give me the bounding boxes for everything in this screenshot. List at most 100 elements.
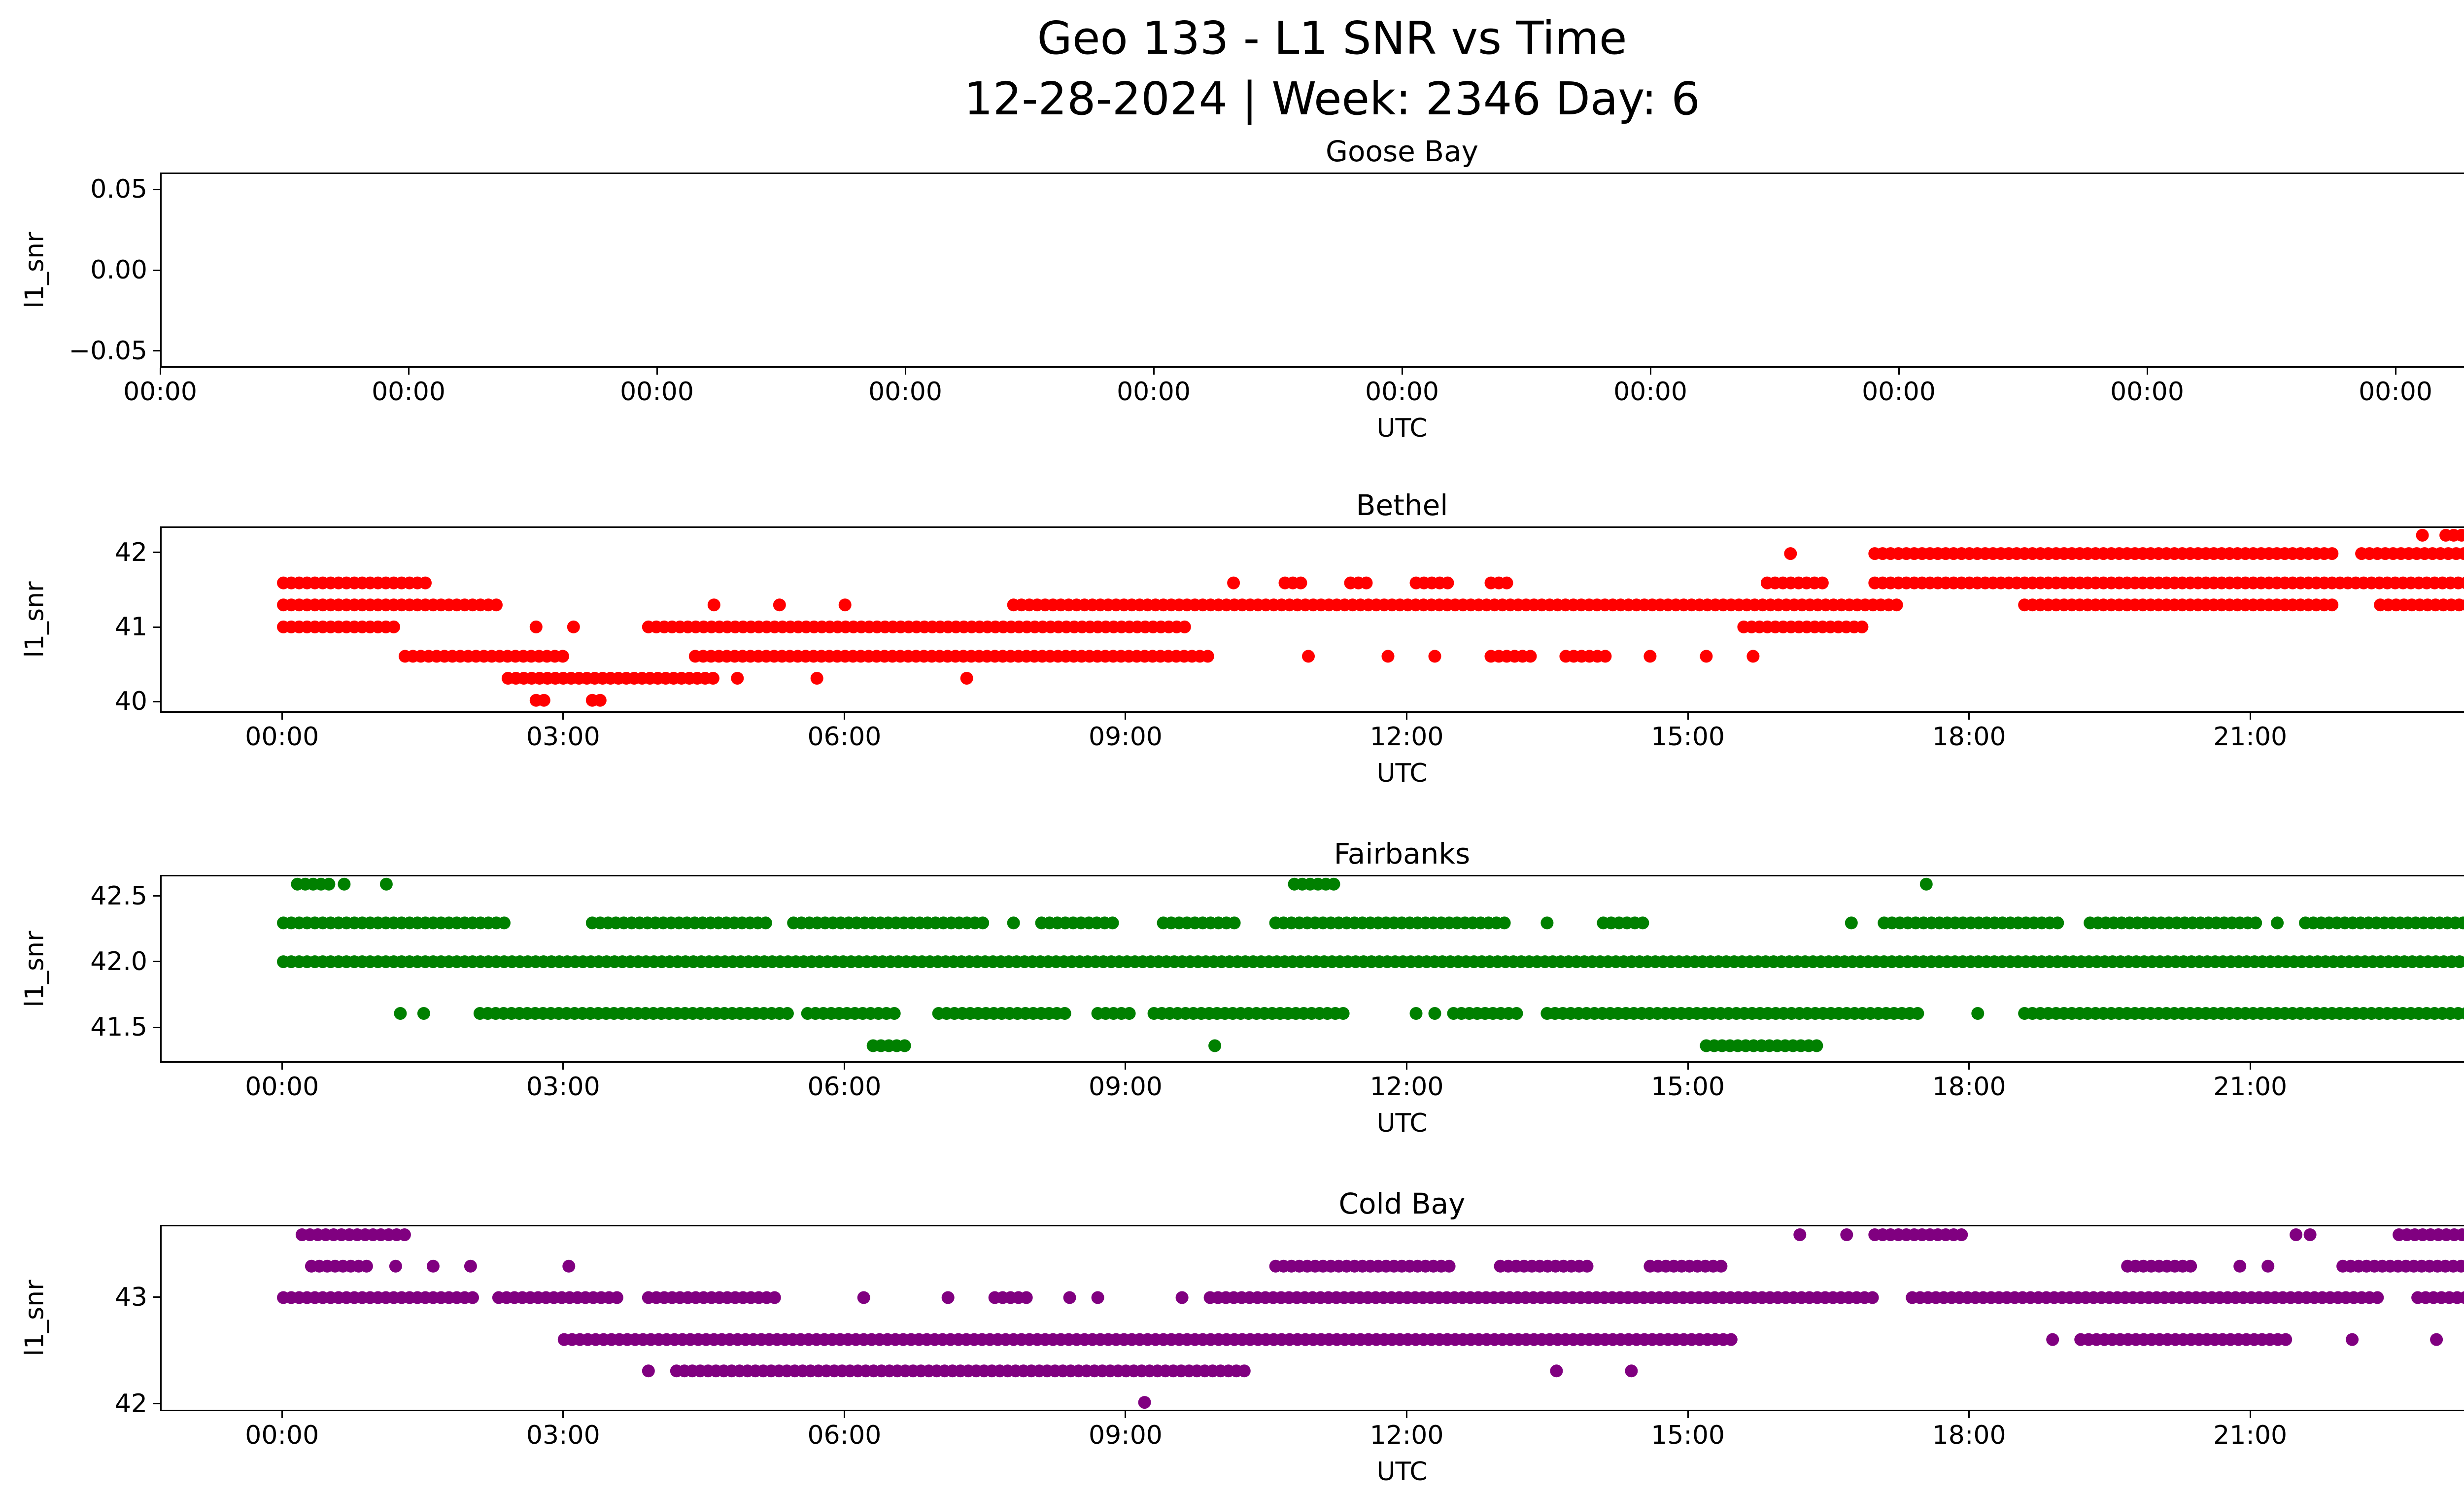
x-tick-mark: [1406, 713, 1407, 720]
subplot-title-goose-bay: Goose Bay: [1326, 135, 1478, 168]
scatter-dot: [857, 1291, 870, 1304]
subplot-title-bethel: Bethel: [1356, 488, 1448, 522]
x-axis-label: UTC: [1376, 759, 1428, 788]
x-tick-mark: [1687, 1411, 1689, 1418]
scatter-dot: [1063, 1291, 1076, 1304]
scatter-canvas: [277, 1228, 2464, 1409]
x-tick-label: 00:00: [372, 377, 445, 407]
x-tick-mark: [1968, 1063, 1970, 1070]
scatter-canvas: [277, 528, 2464, 707]
x-tick-mark: [281, 713, 283, 720]
x-tick-label: 00:00: [1613, 377, 1687, 407]
y-tick-mark: [153, 895, 160, 897]
x-tick-label: 00:00: [868, 377, 942, 407]
y-tick-mark: [153, 552, 160, 554]
x-tick-mark: [1649, 368, 1651, 375]
subplot-title-cold-bay: Cold Bay: [1338, 1187, 1466, 1220]
scatter-canvas: [162, 174, 2464, 366]
figure-subtitle: 12-28-2024 | Week: 2346 Day: 6: [964, 72, 1700, 125]
x-axis-label: UTC: [1376, 1457, 1428, 1487]
x-tick-mark: [843, 1063, 845, 1070]
y-tick-label: 42.5: [90, 881, 147, 911]
x-tick-label: 00:00: [245, 1421, 319, 1450]
x-tick-label: 00:00: [245, 722, 319, 752]
scatter-dot: [1840, 1228, 1853, 1241]
scatter-dot: [642, 1364, 655, 1378]
y-tick-mark: [153, 350, 160, 352]
scatter-dot: [2346, 1333, 2359, 1346]
y-axis-label: l1_snr: [15, 526, 54, 713]
y-tick-label: 41.5: [90, 1012, 147, 1043]
x-tick-label: 03:00: [526, 1072, 600, 1102]
scatter-canvas: [277, 877, 2464, 1052]
x-tick-label: 00:00: [1862, 377, 1936, 407]
y-tick-mark: [153, 961, 160, 963]
x-tick-label: 09:00: [1089, 1421, 1163, 1450]
x-tick-label: 00:00: [1117, 377, 1191, 407]
y-tick-mark: [153, 1403, 160, 1405]
scatter-dot: [1302, 650, 1315, 663]
x-tick-label: 12:00: [1369, 1072, 1444, 1102]
scatter-dot: [2416, 528, 2429, 542]
x-tick-mark: [843, 1411, 845, 1418]
scatter-dot: [2271, 916, 2284, 930]
scatter-dot: [1550, 1364, 1563, 1378]
y-axis-label-text: l1_snr: [20, 1280, 49, 1356]
x-tick-label: 00:00: [2359, 377, 2432, 407]
x-axis-label: UTC: [1376, 414, 1428, 443]
scatter-dot: [1208, 1039, 1222, 1052]
scatter-dot: [1175, 1291, 1189, 1304]
x-tick-label: 12:00: [1369, 1421, 1444, 1450]
scatter-dot: [1643, 650, 1657, 663]
scatter-dot: [2261, 1259, 2275, 1273]
y-tick-mark: [153, 626, 160, 628]
scatter-dot: [1138, 1396, 1151, 1409]
y-tick-label: 0.05: [90, 174, 147, 205]
y-tick-mark: [153, 269, 160, 271]
scatter-dot: [2303, 1228, 2317, 1241]
scatter-dot: [773, 598, 786, 612]
scatter-dot: [838, 598, 852, 612]
scatter-dot: [562, 1259, 576, 1273]
x-tick-label: 21:00: [2213, 1072, 2288, 1102]
x-tick-label: 15:00: [1651, 722, 1725, 752]
y-axis-label-text: l1_snr: [20, 931, 49, 1007]
scatter-dot: [1919, 877, 1933, 891]
scatter-dot: [960, 672, 973, 685]
x-tick-label: 06:00: [807, 1072, 882, 1102]
plot-area-cold-bay: [160, 1225, 2464, 1411]
x-tick-mark: [281, 1411, 283, 1418]
x-tick-mark: [159, 368, 161, 375]
x-tick-label: 09:00: [1089, 722, 1163, 752]
scatter-dot: [1540, 916, 1554, 930]
y-tick-label: −0.05: [68, 336, 147, 366]
x-tick-label: 00:00: [123, 377, 197, 407]
x-tick-mark: [904, 368, 906, 375]
y-tick-label: 43: [114, 1282, 147, 1312]
scatter-dot: [1784, 547, 1797, 560]
y-tick-label: 40: [114, 687, 147, 717]
y-axis-label: l1_snr: [15, 173, 54, 368]
scatter-dot: [426, 1259, 440, 1273]
x-tick-mark: [843, 713, 845, 720]
x-tick-label: 21:00: [2213, 1421, 2288, 1450]
y-tick-label: 42: [114, 1389, 147, 1419]
x-tick-label: 09:00: [1089, 1072, 1163, 1102]
y-axis-label: l1_snr: [15, 875, 54, 1063]
x-tick-label: 00:00: [620, 377, 694, 407]
x-tick-mark: [1687, 713, 1689, 720]
scatter-dot: [1793, 1228, 1807, 1241]
scatter-dot: [1227, 576, 1240, 590]
scatter-dot: [810, 672, 823, 685]
scatter-dot: [1428, 650, 1441, 663]
x-tick-mark: [281, 1063, 283, 1070]
y-tick-label: 42: [114, 537, 147, 567]
x-tick-mark: [1125, 1411, 1127, 1418]
y-tick-mark: [153, 700, 160, 702]
x-tick-mark: [408, 368, 410, 375]
x-tick-label: 15:00: [1651, 1072, 1725, 1102]
y-axis-label-text: l1_snr: [20, 232, 49, 309]
scatter-dot: [1700, 650, 1713, 663]
x-tick-mark: [1125, 1063, 1127, 1070]
x-tick-mark: [1968, 713, 1970, 720]
